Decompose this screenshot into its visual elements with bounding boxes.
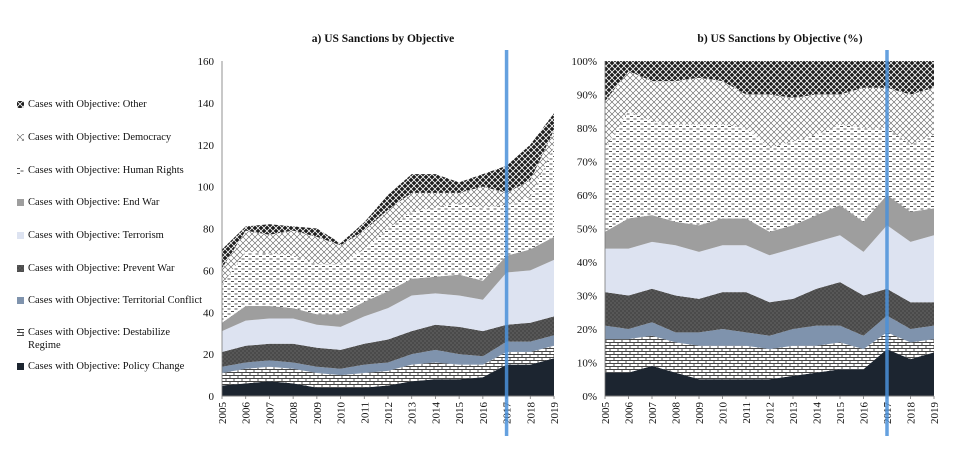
legend-label-other: Cases with Objective: Other — [28, 99, 147, 110]
chart-a-y-tick: 0 — [209, 391, 215, 403]
chart-a-area-terrorism — [222, 259, 554, 352]
chart-a-y-tick: 120 — [198, 140, 215, 152]
legend-item-prevent-war: Cases with Objective: Prevent War — [14, 262, 175, 275]
chart-a-y-tick: 60 — [203, 265, 215, 277]
chart-a-x-tick: 2005 — [217, 402, 229, 425]
chart-a-x-tick: 2015 — [454, 402, 466, 425]
chart-b-x-tick: 2005 — [600, 402, 612, 425]
chart-b-y-tick: 20% — [577, 324, 597, 336]
chart-a-y-tick: 80 — [203, 224, 215, 236]
chart-b-y-tick: 60% — [577, 190, 597, 202]
chart-b-area-democracy — [605, 71, 934, 149]
chart-a-y-tick: 160 — [198, 56, 215, 68]
legend-label-human-rights: Cases with Objective: Human Rights — [28, 165, 184, 176]
chart-b-x-tick: 2007 — [647, 402, 659, 425]
legend-item-democracy: Cases with Objective: Democracy — [14, 131, 171, 144]
chart-b-y-tick: 0% — [582, 391, 597, 403]
chart-b-y-tick: 30% — [577, 291, 597, 303]
legend-swatch-policy-change — [17, 363, 24, 370]
legend-swatch-prevent-war — [17, 265, 24, 272]
legend-swatch-destabilize-regime — [17, 329, 24, 336]
chart-a-x-tick: 2008 — [288, 402, 300, 425]
chart-b-area-human-rights — [605, 111, 934, 232]
legend-swatch-democracy — [17, 134, 24, 141]
legend-item-territorial-conflict: Cases with Objective: Territorial Confli… — [14, 294, 203, 307]
chart-b-x-tick: 2010 — [718, 402, 730, 425]
legend-item-policy-change: Cases with Objective: Policy Change — [14, 360, 184, 373]
chart-b-y-tick: 10% — [577, 358, 597, 370]
chart-a-y-tick: 40 — [203, 307, 215, 319]
chart-a-title: a) US Sanctions by Objective — [312, 33, 454, 45]
chart-b-x-tick: 2008 — [671, 402, 683, 425]
chart-b-area-terrorism — [605, 225, 934, 303]
chart-b-x-tick: 2011 — [741, 402, 753, 424]
chart-a-x-tick: 2006 — [241, 402, 253, 425]
chart-b-x-tick: 2013 — [788, 402, 800, 425]
chart-b-y-tick: 100% — [571, 56, 597, 68]
chart-b-y-tick: 50% — [577, 224, 597, 236]
legend-label-destabilize-regime: Cases with Objective: Destabilize Regime — [28, 327, 171, 351]
legend-item-terrorism: Cases with Objective: Terrorism — [14, 229, 164, 242]
legend-label-policy-change: Cases with Objective: Policy Change — [28, 361, 185, 372]
chart-b-y-tick: 80% — [577, 123, 597, 135]
chart-b-x-tick: 2015 — [835, 402, 847, 425]
legend-swatch-end-war — [17, 199, 24, 206]
chart-b-x-tick: 2006 — [624, 402, 636, 425]
legend-swatch-other — [17, 101, 24, 108]
chart-b-x-tick: 2014 — [812, 402, 824, 425]
legend-label-prevent-war: Cases with Objective: Prevent War — [28, 263, 175, 274]
chart-a: a) US Sanctions by Objective 0 20 40 60 80 100… — [198, 33, 561, 436]
chart-a-x-tick: 2012 — [383, 402, 395, 424]
chart-a-x-tick: 2009 — [312, 402, 324, 425]
chart-b-x-tick: 2018 — [906, 402, 918, 425]
chart-b-title: b) US Sanctions by Objective (%) — [697, 33, 862, 45]
chart-b-x-tick: 2016 — [859, 402, 871, 425]
chart-b-y-tick: 90% — [577, 90, 597, 102]
chart-b-y-tick: 70% — [577, 157, 597, 169]
chart-b-x-tick: 2019 — [929, 402, 941, 425]
chart-b-area-prevent-war — [605, 282, 934, 336]
legend-label-terrorism: Cases with Objective: Terrorism — [28, 230, 164, 241]
chart-a-area-end-war — [222, 236, 554, 332]
chart-a-y-tick: 20 — [203, 349, 215, 361]
chart-a-x-tick: 2019 — [549, 402, 561, 425]
legend-label-territorial-conflict: Cases with Objective: Territorial Confli… — [28, 295, 203, 306]
chart-a-x-tick: 2011 — [359, 402, 371, 424]
chart-a-area-prevent-war — [222, 316, 554, 369]
chart-b-area-territorial-conflict — [605, 315, 934, 350]
legend-item-human-rights: Cases with Objective: Human Rights — [14, 164, 184, 177]
chart-a-x-tick: 2013 — [407, 402, 419, 425]
chart-a-area-human-rights — [222, 146, 554, 323]
legend-label-democracy: Cases with Objective: Democracy — [28, 132, 172, 143]
legend-item-other: Cases with Objective: Other — [14, 98, 147, 111]
chart-a-y-tick: 100 — [198, 182, 215, 194]
chart-a-x-tick: 2007 — [264, 402, 276, 425]
chart-b-area-destabilize-regime — [605, 332, 934, 380]
chart-a-y-tick: 140 — [198, 98, 215, 110]
chart-b-area-policy-change — [605, 349, 934, 396]
chart-a-area-policy-change — [222, 358, 554, 396]
legend-item-destabilize-regime: Cases with Objective: Destabilize Regime — [14, 326, 203, 352]
chart-b-area-end-war — [605, 195, 934, 256]
chart-b-y-tick: 40% — [577, 257, 597, 269]
chart-a-area-other — [222, 113, 554, 269]
chart-b-area-other — [605, 61, 934, 102]
chart-a-x-tick: 2010 — [336, 402, 348, 425]
chart-a-x-tick: 2016 — [478, 402, 490, 425]
chart-a-area-destabilize-regime — [222, 345, 554, 388]
chart-b: b) US Sanctions by Objective (%) 0% 10% 20%… — [571, 33, 941, 436]
chart-a-x-tick: 2018 — [525, 402, 537, 425]
legend-swatch-terrorism — [17, 232, 24, 239]
legend-swatch-human-rights — [17, 167, 24, 174]
chart-a-x-tick: 2014 — [430, 402, 442, 425]
chart-a-area-territorial-conflict — [222, 335, 554, 376]
legend-label-end-war: Cases with Objective: End War — [28, 197, 160, 208]
legend-swatch-territorial-conflict — [17, 297, 24, 304]
chart-a-area-democracy — [222, 130, 554, 285]
chart-b-x-tick: 2012 — [765, 402, 777, 424]
legend-item-end-war: Cases with Objective: End War — [14, 196, 159, 209]
chart-b-x-tick: 2009 — [694, 402, 706, 425]
